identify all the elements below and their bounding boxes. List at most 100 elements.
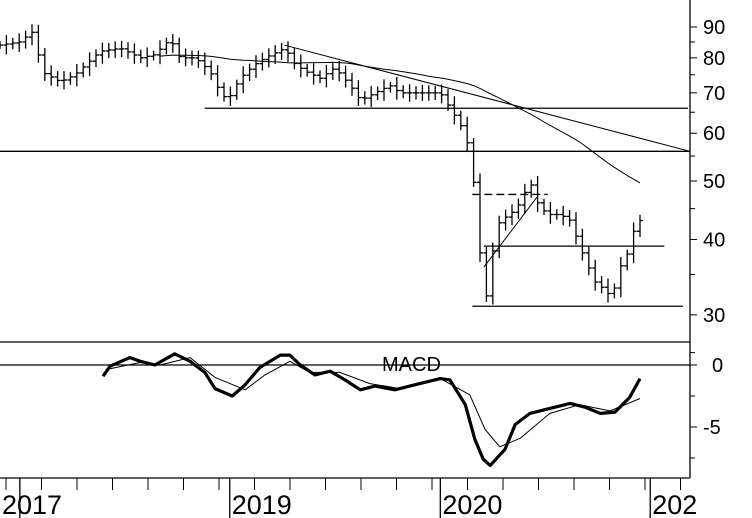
price-bar: [182, 48, 189, 67]
price-bar: [105, 43, 112, 59]
price-bar: [432, 85, 439, 100]
price-bar: [176, 37, 183, 63]
price-bar: [163, 37, 170, 55]
price-bar: [9, 37, 16, 50]
price-bar: [272, 45, 279, 64]
price-bar: [0, 41, 3, 50]
price-bar: [573, 212, 579, 245]
price-bar: [233, 79, 240, 100]
price-bar: [374, 86, 381, 100]
price-bar: [553, 209, 560, 220]
price-bar: [566, 209, 573, 227]
price-bar: [624, 249, 631, 271]
price-bar: [22, 30, 29, 49]
price-bar: [342, 65, 349, 88]
year-label: 2020: [442, 490, 502, 518]
price-bar: [208, 60, 215, 81]
price-bar: [496, 215, 503, 259]
price-bar: [585, 245, 592, 276]
macd-y-tick-label: 0: [712, 355, 723, 377]
price-bar: [3, 35, 10, 55]
price-bar: [381, 79, 387, 101]
price-bar: [329, 63, 336, 80]
y-tick-label: 80: [703, 48, 725, 70]
price-bar: [317, 70, 323, 84]
price-bar: [592, 259, 599, 291]
price-bar: [355, 80, 362, 106]
trendline: [284, 44, 691, 152]
price-bar: [86, 52, 93, 77]
price-bar: [406, 84, 413, 102]
price-bar: [221, 82, 227, 102]
price-bar: [297, 54, 304, 78]
year-label: 202: [652, 490, 697, 518]
price-bar: [227, 86, 234, 106]
macd-line: [101, 352, 642, 467]
price-bar: [419, 84, 426, 101]
price-bar: [515, 198, 522, 219]
price-bar: [240, 66, 247, 94]
price-bar: [336, 60, 343, 82]
price-bar: [118, 40, 125, 58]
price-bar: [413, 86, 419, 100]
price-bar: [144, 47, 151, 67]
price-bar: [630, 222, 637, 264]
price-bar: [521, 183, 528, 214]
price-bar: [285, 41, 291, 62]
price-bar: [579, 228, 586, 261]
price-bar: [541, 198, 547, 215]
price-bar: [246, 63, 253, 81]
price-bar: [189, 50, 195, 66]
price-bar: [451, 96, 458, 125]
price-bar: [323, 64, 330, 88]
price-bar: [80, 62, 87, 78]
price-bar: [29, 24, 35, 46]
macd-panel: MACD: [0, 341, 690, 467]
price-bar: [502, 209, 509, 231]
price-bar: [150, 50, 157, 61]
price-bar: [253, 55, 259, 78]
price-panel: [0, 24, 691, 307]
price-bar: [93, 49, 99, 68]
price-bar: [41, 47, 48, 81]
price-bar: [195, 50, 202, 69]
price-bar: [387, 81, 394, 93]
price-bar: [67, 72, 74, 85]
price-bar: [368, 86, 375, 108]
price-bar: [457, 110, 464, 131]
price-bar: [278, 42, 285, 60]
price-bar: [489, 242, 496, 305]
price-bar: [73, 63, 80, 87]
price-bar: [547, 201, 554, 224]
moving-average-line: [159, 54, 641, 184]
price-bar: [470, 138, 477, 187]
price-bar: [617, 256, 624, 298]
price-bar: [16, 33, 23, 52]
price-bar: [35, 24, 42, 63]
y-tick-label: 90: [703, 17, 725, 39]
price-bar: [214, 65, 221, 97]
price-bar: [528, 179, 535, 198]
price-bar: [637, 214, 643, 238]
price-bar: [464, 116, 471, 153]
price-bar: [349, 72, 355, 96]
price-bar: [137, 49, 144, 64]
price-bar: [477, 173, 483, 263]
price-bar: [483, 247, 490, 302]
price-bar: [445, 89, 451, 112]
macd-signal-line: [109, 357, 641, 448]
y-tick-label: 30: [703, 305, 725, 327]
price-bar: [112, 41, 119, 58]
price-bar: [400, 85, 407, 99]
macd-y-tick-label: -5: [703, 417, 721, 439]
price-bar: [291, 47, 298, 70]
trendline: [483, 196, 538, 268]
price-bar: [157, 40, 163, 65]
price-bar: [605, 278, 611, 303]
price-bar: [438, 84, 445, 104]
price-bar: [393, 76, 400, 100]
price-bar: [509, 204, 515, 226]
price-bar: [611, 283, 618, 299]
price-bar: [48, 65, 55, 86]
